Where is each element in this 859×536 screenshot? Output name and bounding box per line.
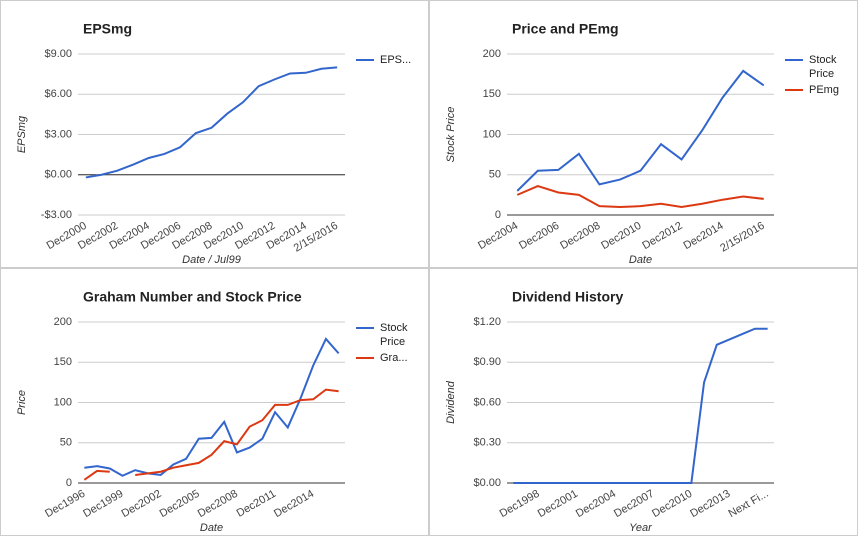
data-line bbox=[516, 69, 765, 192]
y-tick-label: 100 bbox=[54, 396, 72, 408]
legend-label: Stock Price bbox=[380, 322, 408, 348]
y-tick-label: $0.90 bbox=[473, 356, 501, 368]
data-line bbox=[516, 184, 764, 208]
y-tick-label: 0 bbox=[495, 209, 501, 221]
chart-panel: EPSmg-$3.00$0.00$3.00$6.00$9.00Dec2000De… bbox=[0, 0, 429, 268]
legend-text: PEmg bbox=[809, 84, 839, 96]
y-tick-label: $0.60 bbox=[473, 396, 501, 408]
y-tick-label: $1.20 bbox=[473, 316, 501, 328]
y-tick-label: 0 bbox=[66, 477, 72, 489]
legend-text: Stock Price bbox=[809, 54, 837, 80]
legend-label: EPS... bbox=[380, 54, 412, 66]
legend-label: Stock Price bbox=[809, 54, 837, 80]
y-axis-title: Price bbox=[16, 390, 28, 415]
x-axis-title: Date / Jul99 bbox=[182, 254, 241, 266]
chart-title: EPSmg bbox=[83, 21, 132, 37]
data-line bbox=[85, 66, 338, 179]
y-tick-label: 200 bbox=[483, 48, 501, 60]
y-tick-label: $0.00 bbox=[44, 169, 72, 181]
chart-panel: Price and PEmg050100150200Dec2004Dec2006… bbox=[429, 0, 858, 268]
legend-label: PEmg bbox=[809, 84, 839, 96]
chart-title: Dividend History bbox=[512, 289, 623, 305]
y-tick-label: 150 bbox=[54, 356, 72, 368]
chart-panel: Dividend History $0.00 $0.30 $0.60 $0.90 $1.2… bbox=[429, 268, 858, 536]
chart-title: Graham Number and Stock Price bbox=[83, 289, 302, 305]
y-axis-title: EPSmg bbox=[16, 115, 28, 153]
legend-text: EPS... bbox=[380, 54, 412, 66]
x-axis-title: Date bbox=[629, 254, 652, 266]
y-tick-label: $3.00 bbox=[44, 128, 72, 140]
y-tick-label: $0.30 bbox=[473, 437, 501, 449]
data-line bbox=[84, 337, 340, 477]
legend-text: Gra... bbox=[380, 352, 408, 364]
legend-text: Stock Price bbox=[380, 322, 408, 348]
y-tick-label: 200 bbox=[54, 316, 72, 328]
y-tick-label: 50 bbox=[489, 169, 501, 181]
data-line bbox=[83, 388, 339, 481]
y-tick-label: $0.00 bbox=[473, 477, 501, 489]
y-tick-label: 100 bbox=[483, 128, 501, 140]
y-axis-title: Stock Price bbox=[445, 107, 457, 163]
y-tick-label: 150 bbox=[483, 88, 501, 100]
y-tick-label: $6.00 bbox=[44, 88, 72, 100]
chart-title: Price and PEmg bbox=[512, 21, 619, 37]
legend-label: Gra... bbox=[380, 352, 408, 364]
chart-panel: Graham Number and Stock Price 0 50 100 150 20… bbox=[0, 268, 429, 536]
y-axis-title: Dividend bbox=[445, 380, 457, 424]
y-tick-label: -$3.00 bbox=[41, 209, 72, 221]
x-axis-title: Date bbox=[200, 522, 223, 534]
data-line bbox=[513, 327, 768, 484]
y-tick-label: 50 bbox=[60, 437, 72, 449]
x-axis-title: Year bbox=[629, 522, 653, 534]
y-tick-label: $9.00 bbox=[44, 48, 72, 60]
